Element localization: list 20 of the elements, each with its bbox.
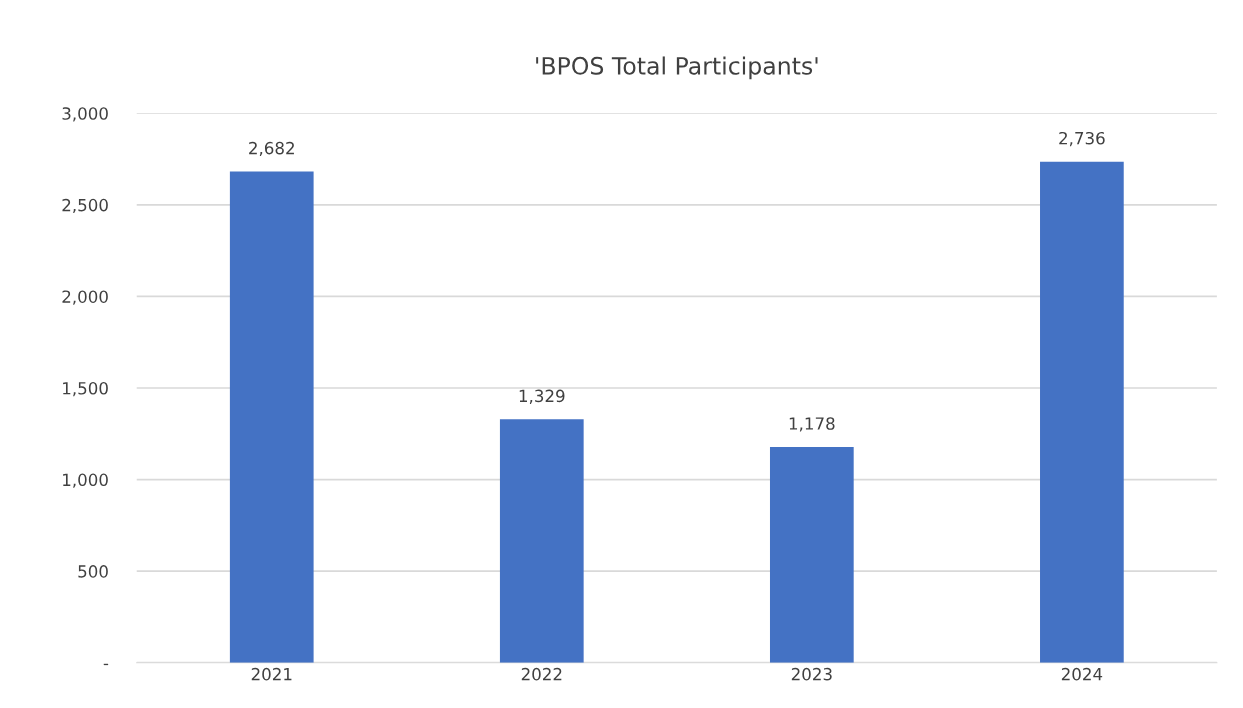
x-tick-label: 2021 [251, 667, 292, 681]
data-label: 2,682 [249, 141, 294, 157]
y-tick-label: 1,500 [63, 381, 108, 397]
y-tick-label: - [103, 663, 109, 666]
bar [499, 419, 584, 663]
y-tick-label: 500 [78, 565, 108, 578]
bar [1040, 161, 1124, 663]
y-tick-label: 3,000 [62, 107, 108, 122]
x-tick-label: 2024 [1061, 667, 1103, 681]
chart-title: 'BPOS Total Participants' [536, 56, 818, 80]
bar [769, 446, 854, 663]
data-label: 1,178 [789, 417, 835, 432]
x-tick-label: 2023 [791, 667, 832, 681]
x-tick-label: 2022 [521, 667, 562, 681]
y-tick-label: 1,000 [63, 473, 108, 488]
y-tick-label: 2,500 [62, 198, 108, 214]
bar [229, 171, 314, 663]
data-label: 2,736 [1059, 131, 1105, 147]
y-tick-label: 2,000 [62, 290, 108, 305]
data-label: 1,329 [519, 389, 565, 404]
